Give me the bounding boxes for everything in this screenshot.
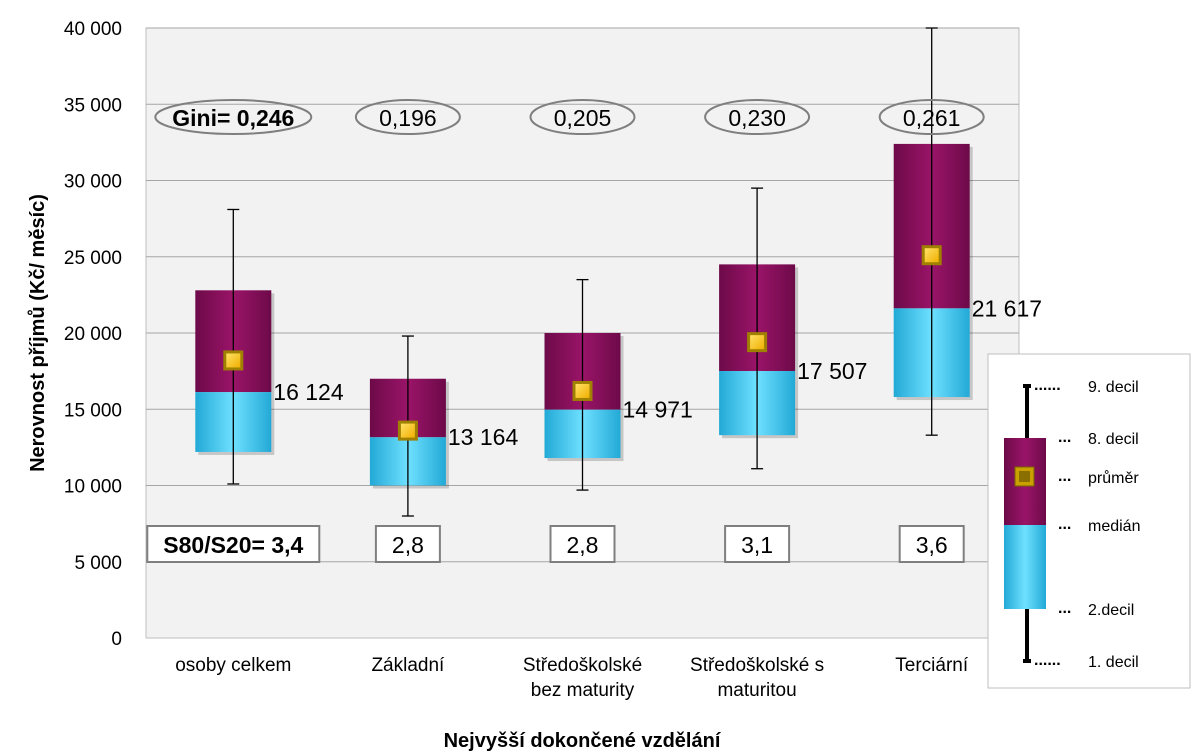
s80-box — [374, 525, 441, 563]
legend-leader-dots: ...... — [1034, 377, 1061, 394]
x-category-label: bez maturity — [531, 680, 635, 701]
y-tick-label: 40 000 — [64, 19, 122, 40]
x-category-labels: osoby celkem Základní Středoškolské bez mat… — [175, 655, 969, 701]
box-group — [719, 187, 799, 470]
annotations: 16 124 Gini= 0,246 S80/S20= 3,4 13 164 0,196… — [146, 99, 1042, 563]
gini-ellipse — [878, 99, 985, 135]
box-group — [544, 278, 624, 491]
y-axis-title: Nerovnost příjmů (Kč/ měsíc) — [27, 194, 49, 472]
x-axis-title: Nejvyšší dokončené vzdělání — [444, 730, 722, 752]
gini-ellipse — [154, 99, 313, 135]
legend-item-label: 1. decil — [1088, 654, 1139, 671]
s80-box — [724, 525, 791, 563]
legend-lower-box — [1004, 525, 1046, 609]
gini-ellipse — [704, 99, 811, 135]
s80-box — [898, 525, 965, 563]
box-group — [195, 208, 275, 485]
legend-leader-dots: ... — [1058, 516, 1071, 533]
legend-item-label: 8. decil — [1088, 431, 1139, 448]
box-group — [893, 27, 973, 436]
y-tick-label: 35 000 — [64, 95, 122, 116]
legend-item-label: 9. decil — [1088, 379, 1139, 396]
s80-label: S80/S20= 3,4 — [163, 532, 303, 558]
y-tick-label: 15 000 — [64, 400, 122, 421]
legend-leader-dots: ...... — [1034, 652, 1061, 669]
s80-label: 3,1 — [741, 532, 773, 558]
legend-item-label: medián — [1088, 518, 1140, 535]
mean-marker — [226, 353, 241, 368]
gini-label: 0,230 — [728, 105, 786, 131]
box-group — [369, 335, 449, 517]
boxes — [195, 27, 973, 517]
mean-marker — [400, 423, 415, 438]
legend-leader-dots: ... — [1058, 600, 1071, 617]
x-category-label: Středoškolské s — [690, 655, 824, 676]
x-category-label: osoby celkem — [175, 655, 291, 676]
s80-label: 2,8 — [567, 532, 599, 558]
legend-leader-dots: ... — [1058, 429, 1071, 446]
s80-label: 3,6 — [916, 532, 948, 558]
x-category-label: Středoškolské — [523, 655, 642, 676]
x-category-label: maturitou — [717, 680, 796, 701]
median-value-label: 14 971 — [623, 397, 693, 423]
mean-marker — [924, 248, 939, 263]
legend-item-label: průměr — [1088, 469, 1139, 487]
legend: ...... 9. decil... 8. decil... průměr... med… — [987, 353, 1191, 689]
legend-leader-dots: ... — [1058, 468, 1071, 485]
x-category-label: Terciární — [895, 655, 969, 676]
y-tick-label: 5 000 — [74, 553, 122, 574]
s80-box — [549, 525, 616, 563]
gini-label: 0,196 — [379, 105, 437, 131]
y-tick-labels: 0 5 000 10 000 15 000 20 000 25 000 30 000 35 0… — [64, 19, 122, 650]
y-tick-label: 25 000 — [64, 248, 122, 269]
median-value-label: 16 124 — [273, 379, 344, 405]
legend-item-label: 2.decil — [1088, 602, 1134, 619]
gini-label: 0,205 — [554, 105, 612, 131]
gini-label: Gini= 0,246 — [172, 105, 294, 131]
s80-box — [146, 525, 321, 563]
mean-marker — [750, 335, 765, 350]
gini-ellipse — [529, 99, 636, 135]
gini-ellipse — [354, 99, 461, 135]
mean-marker — [575, 383, 590, 398]
y-tick-label: 0 — [111, 629, 122, 650]
y-tick-label: 10 000 — [64, 477, 122, 498]
y-tick-label: 20 000 — [64, 324, 122, 345]
s80-label: 2,8 — [392, 532, 424, 558]
median-value-label: 13 164 — [448, 424, 519, 450]
x-category-label: Základní — [371, 655, 445, 676]
median-value-label: 21 617 — [972, 295, 1042, 321]
median-value-label: 17 507 — [797, 358, 867, 384]
gini-label: 0,261 — [903, 105, 961, 131]
y-tick-label: 30 000 — [64, 172, 122, 193]
